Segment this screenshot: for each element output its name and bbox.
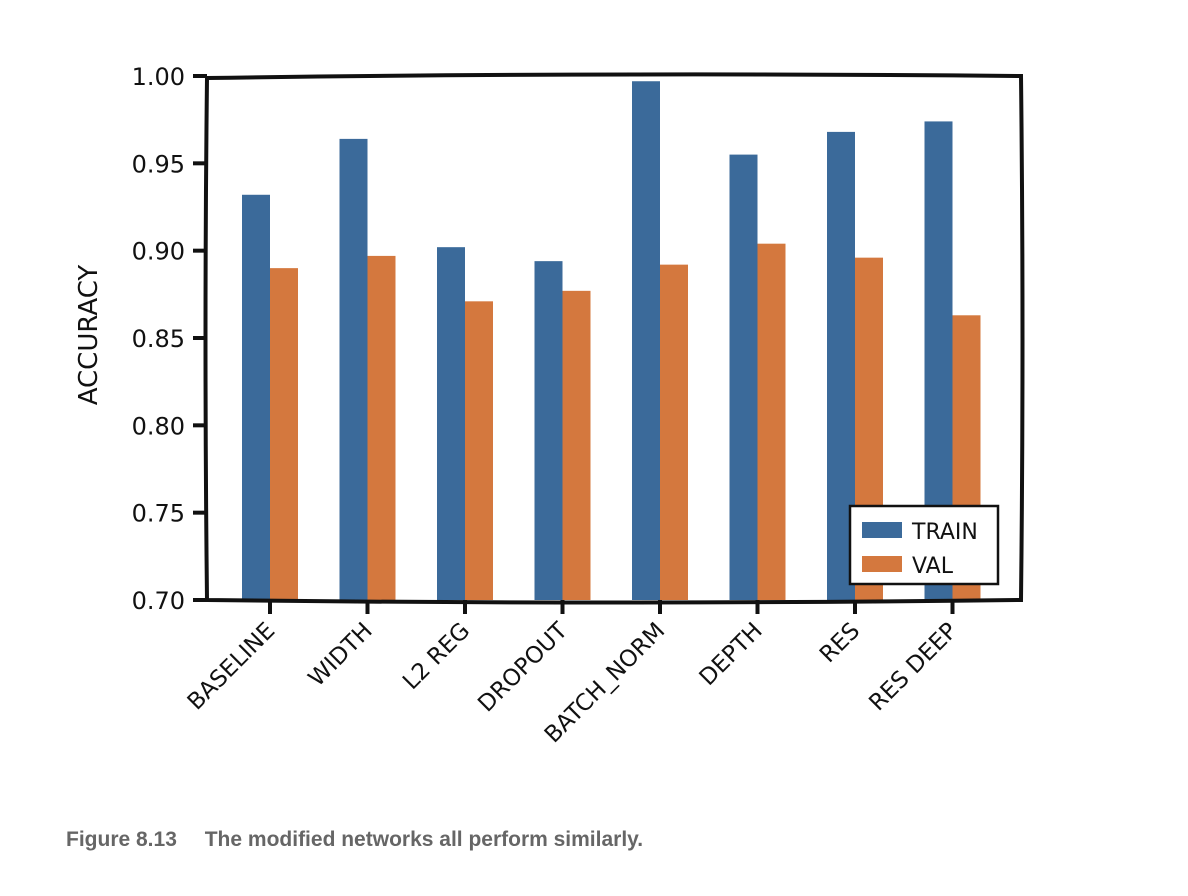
legend-swatch-train xyxy=(862,522,902,538)
bar-train-4 xyxy=(534,261,563,600)
x-tick-label: WIDTH xyxy=(304,618,378,692)
y-ticks-group: 0.70 0.75 0.80 0.85 0.90 0.95 1.00 xyxy=(132,63,207,615)
bar-train-5 xyxy=(632,81,660,601)
y-tick-label: 0.85 xyxy=(132,325,185,353)
legend-swatch-val xyxy=(862,556,902,572)
y-tick-label: 0.80 xyxy=(132,412,185,440)
bar-val-1 xyxy=(270,268,298,600)
y-tick-label: 0.95 xyxy=(132,150,185,178)
y-tick-label: 0.70 xyxy=(132,587,185,615)
x-tick-label: RES DEEP xyxy=(864,618,962,716)
figure-caption-text: The modified networks all perform simila… xyxy=(204,828,644,851)
x-tick-label: RES xyxy=(815,618,865,668)
x-tick-label: DEPTH xyxy=(695,618,768,691)
bar-train-2 xyxy=(339,138,368,600)
plot-frame xyxy=(203,72,1025,605)
legend: TRAIN VAL xyxy=(848,504,1000,586)
figure-number: Figure 8.13 xyxy=(66,828,177,851)
y-tick-label: 0.90 xyxy=(132,238,185,266)
bar-val-6 xyxy=(757,243,786,600)
y-tick-label: 1.00 xyxy=(132,63,185,91)
figure-caption: Figure 8.13 The modified networks all pe… xyxy=(66,828,643,852)
bar-val-3 xyxy=(465,301,493,600)
legend-box xyxy=(848,504,1000,586)
bar-val-2 xyxy=(367,255,396,600)
y-tick-label: 0.75 xyxy=(132,500,185,528)
bar-chart: 0.70 0.75 0.80 0.85 0.90 0.95 1.00 BASELINE WID… xyxy=(74,63,1025,748)
bar-train-1 xyxy=(242,194,270,601)
legend-label-val: VAL xyxy=(912,554,954,579)
bar-val-4 xyxy=(562,290,591,600)
legend-label-train: TRAIN xyxy=(911,520,978,545)
x-tick-label: DROPOUT xyxy=(473,617,573,717)
bar-train-3 xyxy=(437,247,465,600)
bar-val-5 xyxy=(660,264,688,600)
bar-train-6 xyxy=(729,154,758,600)
y-axis-label: ACCURACY xyxy=(74,265,104,406)
x-tick-label: BASELINE xyxy=(183,618,281,716)
x-tick-label: L2 REG xyxy=(398,618,475,695)
